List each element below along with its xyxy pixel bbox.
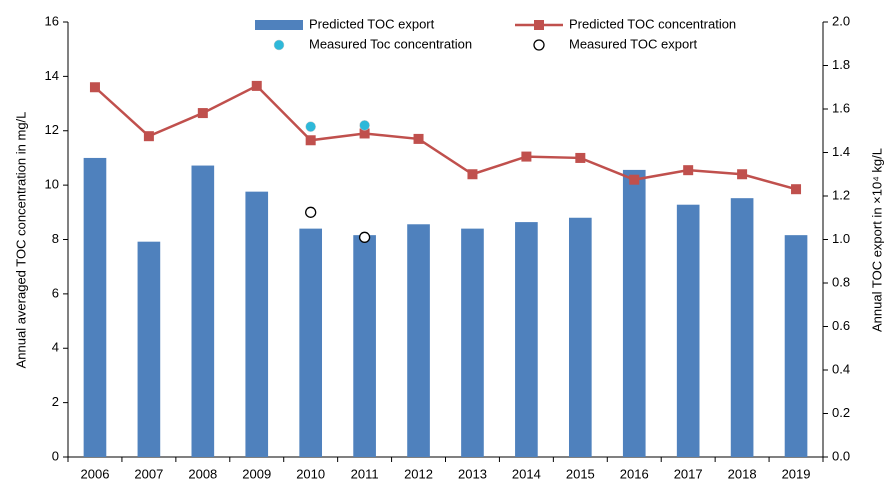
x-tick-label: 2014 (512, 466, 541, 481)
y2-tick-label: 0.6 (832, 318, 850, 333)
scatter-point (359, 120, 370, 131)
x-tick-label: 2006 (81, 466, 110, 481)
bar (407, 224, 430, 457)
bar (730, 198, 754, 458)
bar (191, 165, 215, 458)
line-marker (683, 165, 694, 176)
y2-tick-label: 1.2 (832, 187, 850, 202)
y-tick-label: 6 (52, 285, 59, 300)
bar (784, 235, 808, 457)
legend-swatch (273, 39, 285, 51)
scatter-point (358, 231, 371, 243)
line-marker (737, 169, 748, 180)
y2-tick-label: 0.2 (832, 405, 850, 420)
line-marker (305, 135, 316, 146)
y-tick-label: 8 (52, 231, 59, 246)
x-tick-label: 2019 (782, 466, 811, 481)
bar (137, 241, 161, 457)
bar (461, 228, 484, 457)
line-marker (467, 169, 478, 180)
y-tick-label: 4 (52, 340, 59, 355)
bar (245, 191, 269, 457)
bar (353, 235, 376, 457)
x-tick-label: 2008 (188, 466, 217, 481)
y2-tick-label: 0.0 (832, 448, 850, 463)
legend-label: Predicted TOC concentration (569, 16, 736, 31)
legend-swatch (534, 20, 544, 30)
y2-tick-label: 2.0 (832, 13, 850, 28)
y-tick-label: 10 (45, 177, 59, 192)
line-marker (143, 131, 154, 142)
bar (83, 157, 107, 457)
bar (299, 228, 323, 457)
legend-swatch (533, 39, 545, 51)
y2-tick-label: 0.8 (832, 274, 850, 289)
line-marker (413, 133, 424, 144)
bar (515, 222, 538, 457)
y-tick-label: 16 (45, 13, 59, 28)
scatter-point (305, 121, 316, 132)
legend-label: Measured Toc concentration (309, 36, 472, 51)
line-marker (197, 108, 208, 119)
line-marker (251, 80, 262, 91)
line-marker (629, 174, 640, 185)
bar (568, 217, 592, 457)
x-tick-label: 2016 (620, 466, 649, 481)
y-tick-label: 14 (45, 68, 59, 83)
y2-tick-label: 0.4 (832, 361, 850, 376)
line-marker (359, 128, 370, 139)
x-tick-label: 2010 (296, 466, 325, 481)
legend-swatch (255, 20, 303, 30)
legend-label: Measured TOC export (569, 36, 698, 51)
x-tick-label: 2015 (566, 466, 595, 481)
x-tick-label: 2012 (404, 466, 433, 481)
legend-label: Predicted TOC export (309, 16, 435, 31)
y2-tick-label: 1.6 (832, 100, 850, 115)
x-tick-label: 2017 (674, 466, 703, 481)
bar (676, 204, 700, 457)
y2-tick-label: 1.8 (832, 57, 850, 72)
line-marker (575, 152, 586, 163)
line (94, 84, 797, 191)
y2-tick-label: 1.4 (832, 144, 850, 159)
x-tick-label: 2013 (458, 466, 487, 481)
y2-axis-title: Annual TOC export in ×10⁴ kg/L (869, 148, 884, 332)
y2-tick-label: 1.0 (832, 231, 850, 246)
y-tick-label: 12 (45, 122, 59, 137)
line-marker (791, 184, 802, 195)
bar (622, 169, 646, 457)
x-tick-label: 2011 (351, 466, 379, 481)
scatter-point (305, 206, 317, 218)
y-tick-label: 0 (52, 448, 59, 463)
x-tick-label: 2007 (134, 466, 163, 481)
y-tick-label: 2 (52, 394, 59, 409)
x-tick-label: 2009 (242, 466, 271, 481)
line-marker (89, 82, 100, 93)
y-axis-title: Annual averaged TOC concentration in mg/… (13, 112, 28, 369)
line-marker (521, 151, 532, 162)
x-tick-label: 2018 (728, 466, 757, 481)
